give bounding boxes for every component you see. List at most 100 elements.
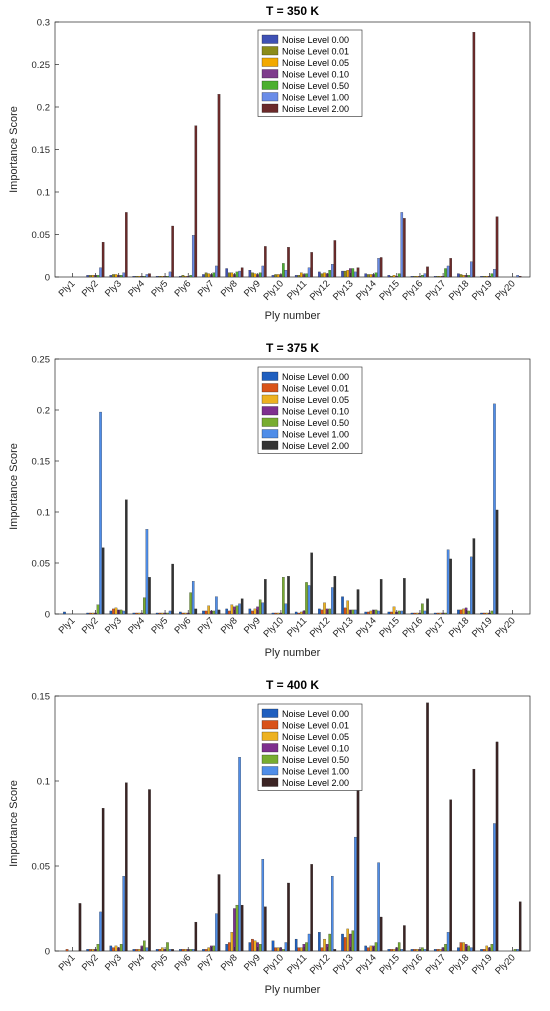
bar-ply16-s5	[423, 273, 427, 278]
bar-ply6-s6	[194, 921, 198, 952]
bar-ply16-s0	[410, 949, 414, 952]
bar-ply19-s0	[480, 276, 483, 278]
legend-entry: Noise Level 1.00	[282, 766, 349, 776]
bar-ply3-s1	[112, 274, 115, 278]
bar-ply6-s1	[181, 612, 185, 615]
x-tick-label: Ply19	[470, 615, 495, 640]
legend-entry: Noise Level 0.05	[282, 58, 349, 68]
x-tick-label: Ply3	[103, 278, 124, 299]
bar-ply6-s0	[179, 611, 182, 615]
y-tick-label: 0.15	[32, 692, 51, 703]
bar-ply5-s6	[171, 949, 174, 952]
bar-ply13-s4	[351, 268, 355, 278]
x-tick-label: Ply8	[219, 952, 240, 973]
bar-ply20-s6	[518, 276, 522, 278]
bar-ply6-s6	[194, 608, 198, 615]
bar-ply9-s4	[258, 599, 262, 615]
bar-ply17-s5	[446, 265, 450, 278]
bar-ply14-s4	[374, 272, 378, 278]
legend-swatch	[261, 103, 279, 113]
bar-ply17-s0	[433, 949, 437, 952]
bar-ply11-s5	[307, 267, 311, 278]
bar-ply10-s0	[271, 612, 275, 615]
bar-ply10-s6	[287, 576, 290, 615]
x-tick-label: Ply2	[80, 278, 101, 299]
bar-ply12-s0	[318, 271, 321, 278]
y-tick-label: 0.25	[32, 60, 51, 71]
bar-ply15-s1	[390, 276, 393, 278]
legend-entry: Noise Level 0.00	[282, 709, 349, 719]
legend-entry: Noise Level 0.50	[282, 418, 349, 428]
x-axis-label: Ply number	[265, 310, 321, 322]
bar-ply5-s5	[168, 271, 172, 278]
bar-ply16-s0	[410, 612, 414, 615]
bar-ply13-s4	[351, 930, 355, 952]
bar-ply18-s6	[472, 32, 476, 278]
bar-ply5-s4	[166, 612, 169, 615]
bar-ply2-s2	[91, 949, 95, 952]
y-tick-label: 0	[45, 947, 50, 958]
legend-swatch	[261, 34, 279, 44]
y-tick-label: 0.15	[32, 145, 51, 156]
bar-ply8-s6	[240, 267, 244, 278]
bar-ply7-s2	[207, 273, 210, 278]
bar-ply8-s0	[225, 268, 228, 278]
legend-entry: Noise Level 1.00	[282, 429, 349, 439]
bar-ply18-s2	[462, 942, 465, 952]
bar-ply10-s1	[274, 274, 277, 278]
bar-ply16-s0	[410, 276, 414, 278]
bar-ply1-s1	[65, 949, 69, 952]
legend-swatch	[261, 57, 279, 67]
bar-ply20-s5	[516, 275, 519, 278]
bar-ply2-s5	[99, 911, 102, 952]
y-tick-label: 0.25	[32, 355, 51, 366]
bar-ply6-s5	[191, 235, 195, 278]
legend-entry: Noise Level 0.50	[282, 755, 349, 765]
bar-ply20-s5	[516, 949, 519, 952]
bar-ply13-s1	[343, 937, 347, 952]
bar-ply3-s2	[114, 607, 118, 615]
bar-ply5-s4	[166, 942, 169, 952]
bar-ply14-s6	[379, 916, 383, 952]
bar-ply2-s1	[88, 612, 92, 615]
legend-swatch	[261, 720, 279, 730]
bar-ply10-s5	[284, 942, 288, 952]
bar-ply9-s4	[258, 272, 262, 278]
bar-ply3-s4	[119, 275, 123, 278]
legend-entry: Noise Level 0.00	[282, 35, 349, 45]
bar-ply18-s1	[459, 609, 463, 615]
legend-swatch	[261, 371, 279, 381]
legend-swatch	[261, 69, 279, 79]
x-tick-label: Ply20	[493, 615, 518, 640]
x-tick-label: Ply10	[261, 952, 286, 977]
x-tick-label: Ply16	[400, 615, 425, 640]
bar-ply1-s0	[63, 611, 66, 615]
bar-ply14-s4	[374, 609, 378, 615]
bar-ply14-s0	[364, 945, 367, 952]
bar-ply18-s2	[462, 608, 465, 615]
x-tick-label: Ply4	[126, 952, 147, 973]
y-tick-label: 0	[45, 610, 50, 621]
bar-ply6-s1	[181, 949, 185, 952]
bar-ply12-s2	[323, 938, 326, 952]
bar-ply16-s1	[413, 949, 416, 952]
y-tick-label: 0.1	[37, 777, 50, 788]
bar-ply12-s5	[331, 587, 334, 615]
chart-svg: T = 400 K 0 0.05 0.1 0.15 Importance Score Ply…	[8, 678, 531, 996]
bar-ply16-s5	[423, 949, 427, 952]
bar-ply6-s4	[189, 949, 192, 952]
bar-ply2-s4	[96, 944, 100, 952]
x-tick-label: Ply8	[219, 615, 240, 636]
bar-ply12-s1	[320, 609, 324, 615]
x-tick-label: Ply20	[493, 278, 518, 303]
legend-entry: Noise Level 0.05	[282, 732, 349, 742]
legend-entry: Noise Level 0.01	[282, 720, 349, 730]
bar-ply14-s1	[367, 611, 370, 615]
bar-ply20-s4	[513, 949, 517, 952]
bar-ply11-s5	[307, 585, 311, 615]
bar-ply2-s6	[101, 242, 105, 278]
bar-ply17-s0	[433, 276, 437, 278]
bar-ply3-s6	[125, 212, 128, 278]
chart-400k: T = 400 K 0 0.05 0.1 0.15 Importance Score Ply…	[0, 674, 550, 1011]
x-tick-label: Ply17	[424, 952, 449, 977]
